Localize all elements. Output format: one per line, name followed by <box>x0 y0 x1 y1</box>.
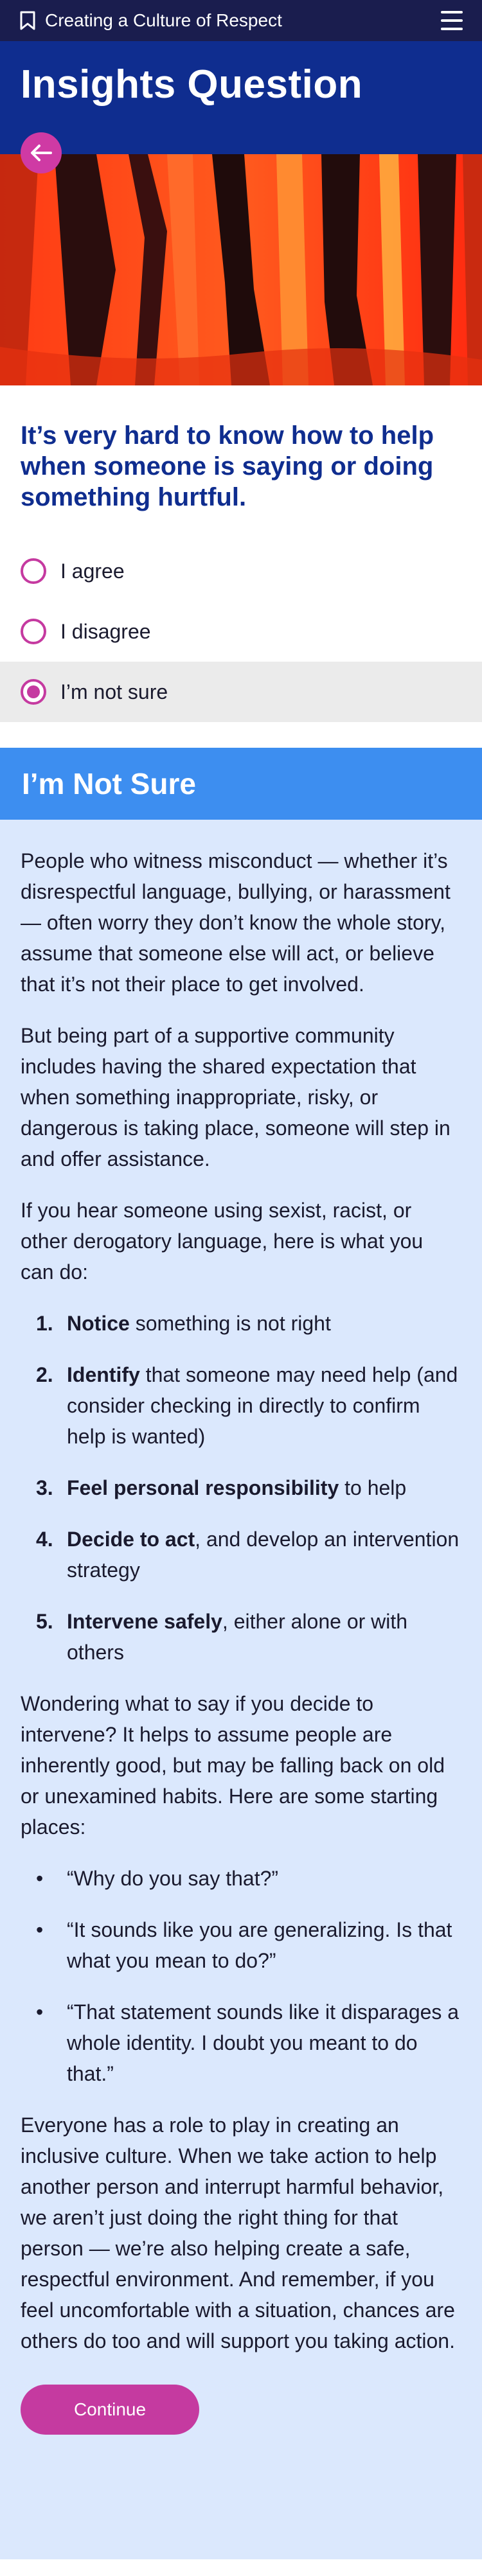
option-disagree[interactable]: I disagree <box>0 601 482 662</box>
step-text: Feel personal responsibility to help <box>67 1472 406 1503</box>
answer-title: I’m Not Sure <box>22 767 196 800</box>
option-not-sure[interactable]: I’m not sure <box>0 662 482 722</box>
step-number: 2. <box>36 1363 53 1386</box>
back-button[interactable] <box>21 132 62 173</box>
step-text: Identify that someone may need help (and… <box>67 1359 461 1452</box>
list-item: • “That statement sounds like it dispara… <box>36 1997 461 2089</box>
answer-banner: I’m Not Sure <box>0 748 482 820</box>
bookmark-icon[interactable] <box>19 11 36 30</box>
step-rest: that someone may need help (and consider… <box>67 1363 458 1448</box>
step-rest: to help <box>339 1476 407 1499</box>
radio-selected-icon[interactable] <box>21 679 46 705</box>
step-bold: Notice <box>67 1312 130 1335</box>
step-rest: , either alone or with others <box>67 1610 408 1664</box>
page-header: Insights Question <box>0 41 482 173</box>
step-text: Decide to act, and develop an interventi… <box>67 1524 461 1585</box>
top-bar: Creating a Culture of Respect <box>0 0 482 41</box>
step-number: 5. <box>36 1610 53 1633</box>
answer-paragraph: Everyone has a role to play in creating … <box>21 2113 455 2352</box>
hamburger-menu-icon[interactable] <box>441 11 463 30</box>
answer-paragraph: If you hear someone using sexist, racist… <box>21 1199 424 1284</box>
step-rest: something is not right <box>129 1312 331 1335</box>
continue-button[interactable]: Continue <box>21 2385 199 2435</box>
step-text: Intervene safely, either alone or with o… <box>67 1606 461 1668</box>
answer-paragraph: But being part of a supportive community… <box>21 1024 451 1170</box>
app-title: Creating a Culture of Respect <box>45 10 282 30</box>
step-number: 4. <box>36 1528 53 1551</box>
step-text: Notice something is not right <box>67 1308 331 1339</box>
bullet-icon: • <box>36 1918 44 1941</box>
quote-text: “That statement sounds like it disparage… <box>67 2000 460 2085</box>
radio-unselected-icon[interactable] <box>21 619 46 644</box>
arrow-left-icon <box>31 145 52 161</box>
question-section: It’s very hard to know how to help when … <box>0 385 482 519</box>
option-label: I disagree <box>60 619 151 643</box>
bullet-icon: • <box>36 1867 44 1890</box>
question-text: It’s very hard to know how to help when … <box>21 421 434 511</box>
steps-list: 1. Notice something is not right 2. Iden… <box>21 1308 461 1668</box>
answer-paragraph: Wondering what to say if you decide to i… <box>21 1692 445 1839</box>
step-bold: Decide to act <box>67 1528 195 1551</box>
answer-paragraph: People who witness misconduct — whether … <box>21 849 451 996</box>
radio-unselected-icon[interactable] <box>21 558 46 584</box>
step-number: 3. <box>36 1476 53 1499</box>
list-item: 1. Notice something is not right <box>36 1308 461 1339</box>
bullet-icon: • <box>36 2000 44 2024</box>
answer-body: People who witness misconduct — whether … <box>0 820 482 2559</box>
list-item: 3. Feel personal responsibility to help <box>36 1472 461 1503</box>
hero-graffiti-image <box>0 154 482 385</box>
step-number: 1. <box>36 1312 53 1335</box>
option-label: I agree <box>60 559 125 583</box>
step-rest: , and develop an intervention strategy <box>67 1528 460 1582</box>
quote-text: “It sounds like you are generalizing. Is… <box>67 1918 452 1972</box>
hero-image <box>0 154 482 385</box>
step-bold: Identify <box>67 1363 140 1386</box>
list-item: • “It sounds like you are generalizing. … <box>36 1914 461 1976</box>
quote-text: “Why do you say that?” <box>67 1867 279 1890</box>
option-label: I’m not sure <box>60 680 168 703</box>
answer-options: I agree I disagree I’m not sure <box>0 541 482 722</box>
page-title: Insights Question <box>21 62 363 107</box>
quotes-list: • “Why do you say that?” • “It sounds li… <box>21 1863 461 2089</box>
option-agree[interactable]: I agree <box>0 541 482 601</box>
list-item: 5. Intervene safely, either alone or wit… <box>36 1606 461 1668</box>
step-bold: Feel personal responsibility <box>67 1476 339 1499</box>
step-bold: Intervene safely <box>67 1610 222 1633</box>
list-item: 4. Decide to act, and develop an interve… <box>36 1524 461 1585</box>
list-item: • “Why do you say that?” <box>36 1863 461 1894</box>
list-item: 2. Identify that someone may need help (… <box>36 1359 461 1452</box>
